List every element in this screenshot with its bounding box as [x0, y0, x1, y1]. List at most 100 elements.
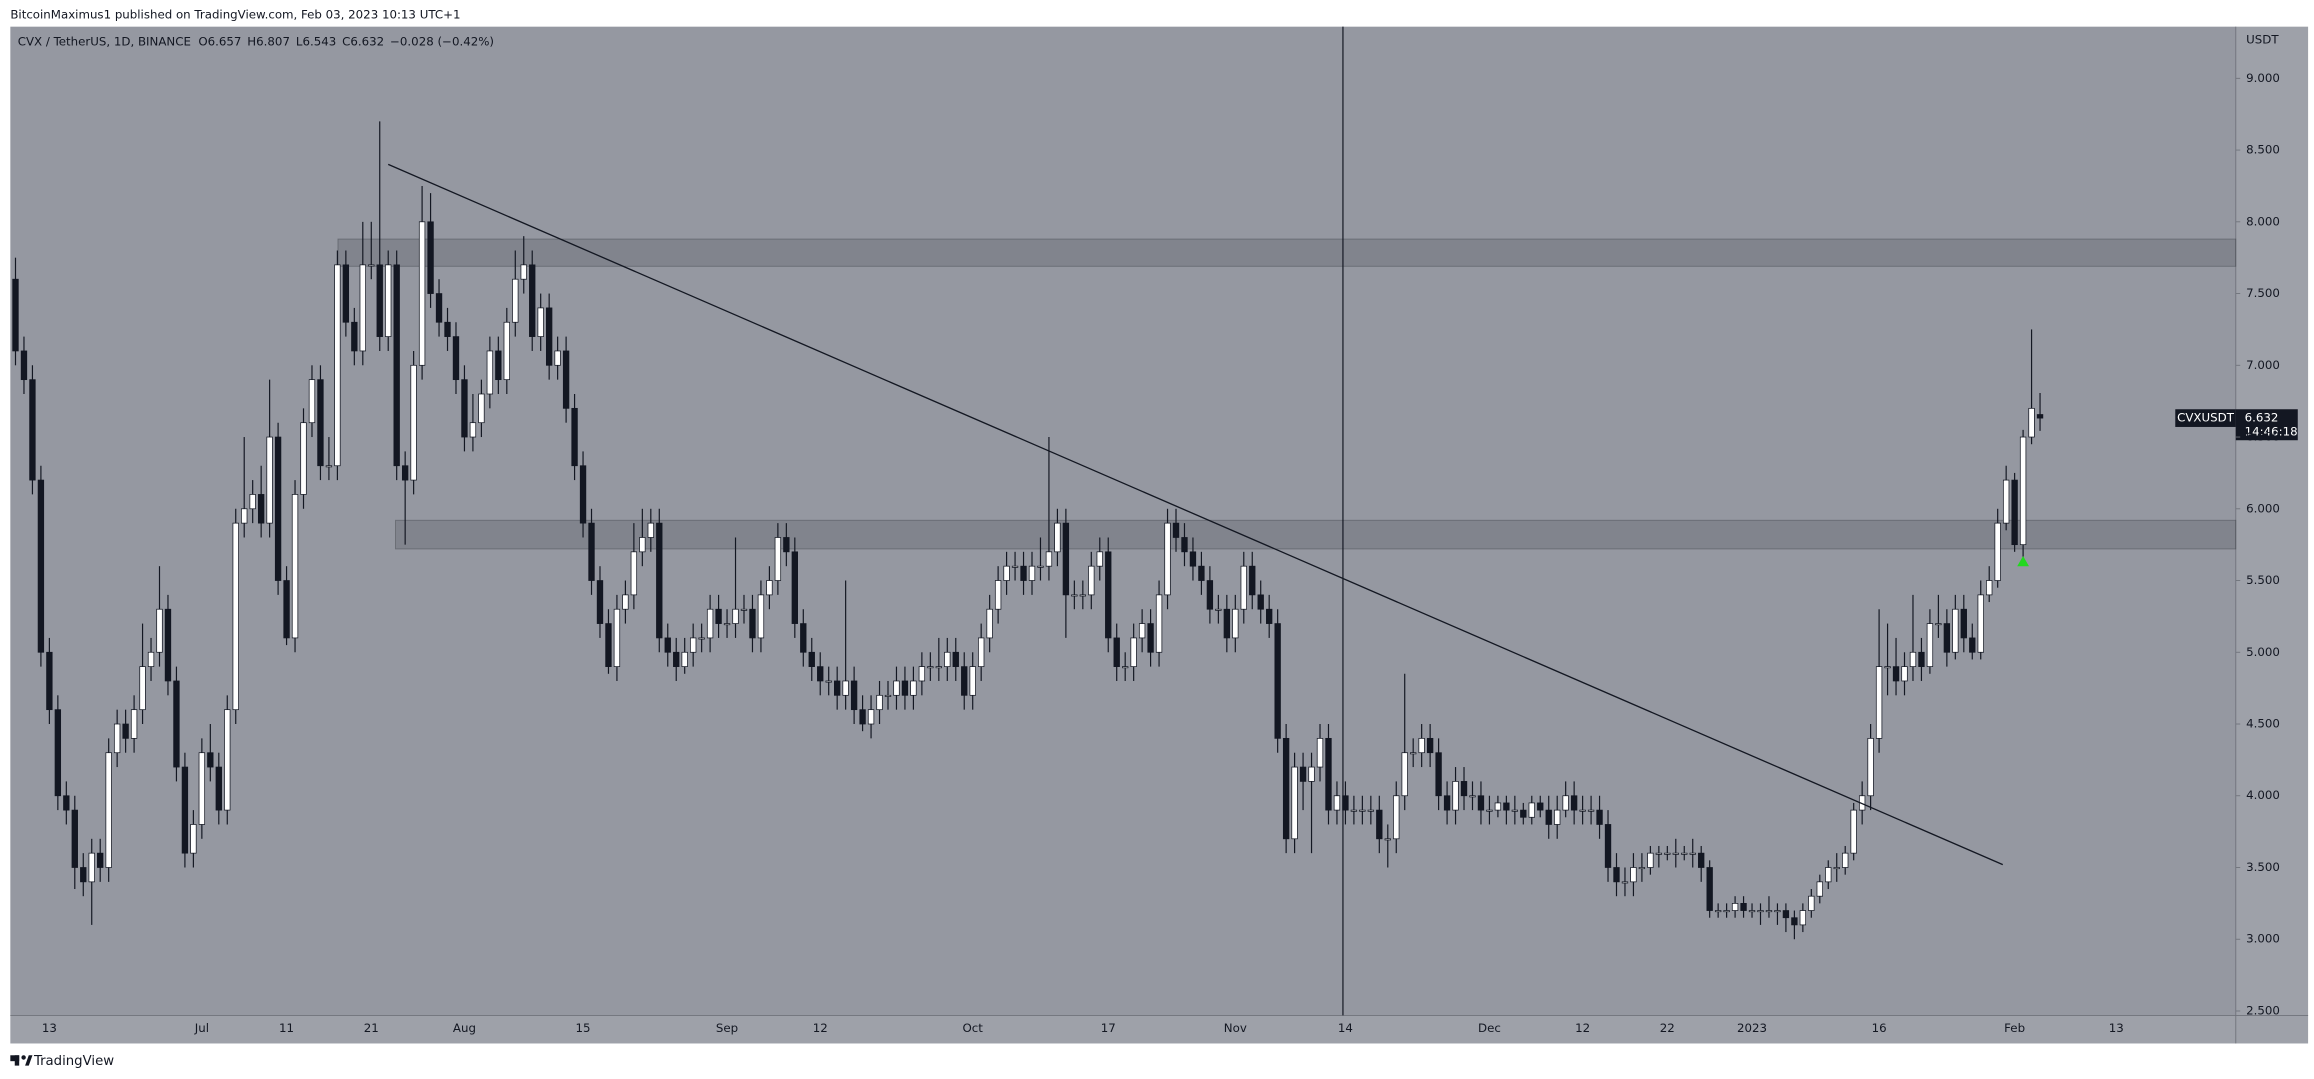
symbol-tag-label: CVXUSDT [2177, 411, 2235, 425]
y-tick-label: 8.500 [2246, 143, 2280, 157]
ohlc-value: 6.807 [256, 34, 290, 48]
price-tag [2235, 409, 2298, 441]
candle-body [554, 350, 561, 366]
y-tick-label: 7.000 [2246, 358, 2280, 372]
candle-body [1282, 737, 1290, 840]
candle-body [1613, 867, 1620, 883]
candle-body [1960, 608, 1967, 639]
candle-body [656, 522, 663, 639]
candle-body [757, 594, 765, 639]
candle-body [1130, 637, 1137, 667]
candle-body [800, 623, 807, 653]
y-tick-label: 5.500 [2246, 573, 2280, 587]
candle-body [783, 537, 790, 553]
candle-body [1943, 623, 1951, 653]
candle-body [698, 637, 705, 640]
candle-body [706, 608, 714, 639]
candle-body [164, 608, 172, 682]
candle-body [1198, 565, 1205, 581]
candle-body [1977, 594, 1984, 653]
candle-body [689, 637, 697, 653]
candle-body [1342, 795, 1349, 811]
candle-body [1037, 565, 1044, 568]
candle-body [961, 666, 968, 696]
candle-body [1850, 809, 1857, 854]
candle-body [444, 321, 451, 337]
candle-body [1842, 852, 1849, 868]
y-tick-label: 9.000 [2246, 71, 2280, 85]
candle-body [935, 666, 942, 669]
candle-body [1994, 522, 2001, 581]
axis-labels: 2.500 3.000 3.500 4.000 4.500 5.000 5.500 6.000… [42, 71, 2280, 1035]
ohlc-label: H [247, 34, 256, 48]
ohlc-label: L [296, 34, 303, 48]
candle-body [1079, 594, 1087, 597]
candle-body [969, 666, 976, 696]
y-tick-label: 7.500 [2246, 286, 2280, 300]
candle-body [1570, 795, 1578, 811]
candle-body [1486, 809, 1493, 812]
logo: TradingView [10, 1054, 114, 1069]
candle-body [1020, 565, 1027, 581]
candle-body [410, 364, 417, 481]
candle-body [791, 551, 798, 624]
candle-body [605, 623, 612, 667]
candle-body [1138, 623, 1146, 639]
candle-body [1587, 809, 1595, 812]
candle-body [1249, 565, 1256, 596]
candles [12, 121, 2044, 940]
y-tick-label: 6.500 [2246, 430, 2280, 444]
candle-body [1359, 809, 1366, 812]
candle-body [435, 293, 443, 323]
candle-body [1689, 852, 1696, 855]
candle-body [1833, 867, 1840, 870]
ohlc-value: 6.543 [302, 34, 336, 48]
candle-body [1155, 594, 1163, 653]
candle-body [1367, 809, 1375, 812]
candle-body [139, 666, 146, 711]
candle-body [529, 264, 536, 337]
candle-body [1266, 608, 1273, 624]
candle-body [749, 608, 756, 639]
candle-body [1562, 795, 1569, 811]
candle-body [1393, 795, 1400, 840]
candle-body [1147, 623, 1154, 653]
candle-body [1164, 522, 1171, 596]
candle-body [418, 221, 426, 366]
candle-body [512, 278, 519, 323]
x-tick-label: Sep [716, 1021, 738, 1035]
candle-body [622, 594, 629, 610]
candle-body [1647, 852, 1654, 868]
candle-body [1655, 852, 1663, 855]
candle-body [1706, 867, 1713, 911]
candle-body [122, 723, 129, 739]
candle-body [596, 580, 604, 624]
candle-body [241, 508, 248, 524]
x-tick-label: 12 [813, 1021, 828, 1035]
candle-body [2028, 407, 2035, 438]
candle-body [850, 680, 858, 711]
candle-body [1935, 623, 1942, 626]
y-tick-label: 5.000 [2246, 645, 2280, 659]
candle-body [579, 465, 587, 524]
candle-body [1011, 565, 1019, 568]
x-tick-label: Nov [1224, 1021, 1247, 1035]
brand: TradingView [33, 1054, 114, 1069]
trendline [387, 163, 2004, 866]
candle-body [1384, 838, 1391, 841]
candle-body [952, 651, 959, 667]
plot-area [10, 26, 2236, 1016]
candle-body [1723, 910, 1730, 913]
candle-body [257, 494, 265, 524]
candle-body [910, 680, 917, 696]
publisher-line: BitcoinMaximus1 published on TradingView… [10, 7, 460, 21]
candle-body [266, 436, 273, 524]
candle-body [842, 680, 849, 696]
candle-body [325, 465, 333, 468]
candle-body [1579, 809, 1586, 812]
x-tick-label: 13 [2109, 1021, 2124, 1035]
candle-body [639, 537, 646, 553]
candle-body [927, 666, 934, 669]
change: −0.028 (−0.42%) [390, 34, 494, 48]
